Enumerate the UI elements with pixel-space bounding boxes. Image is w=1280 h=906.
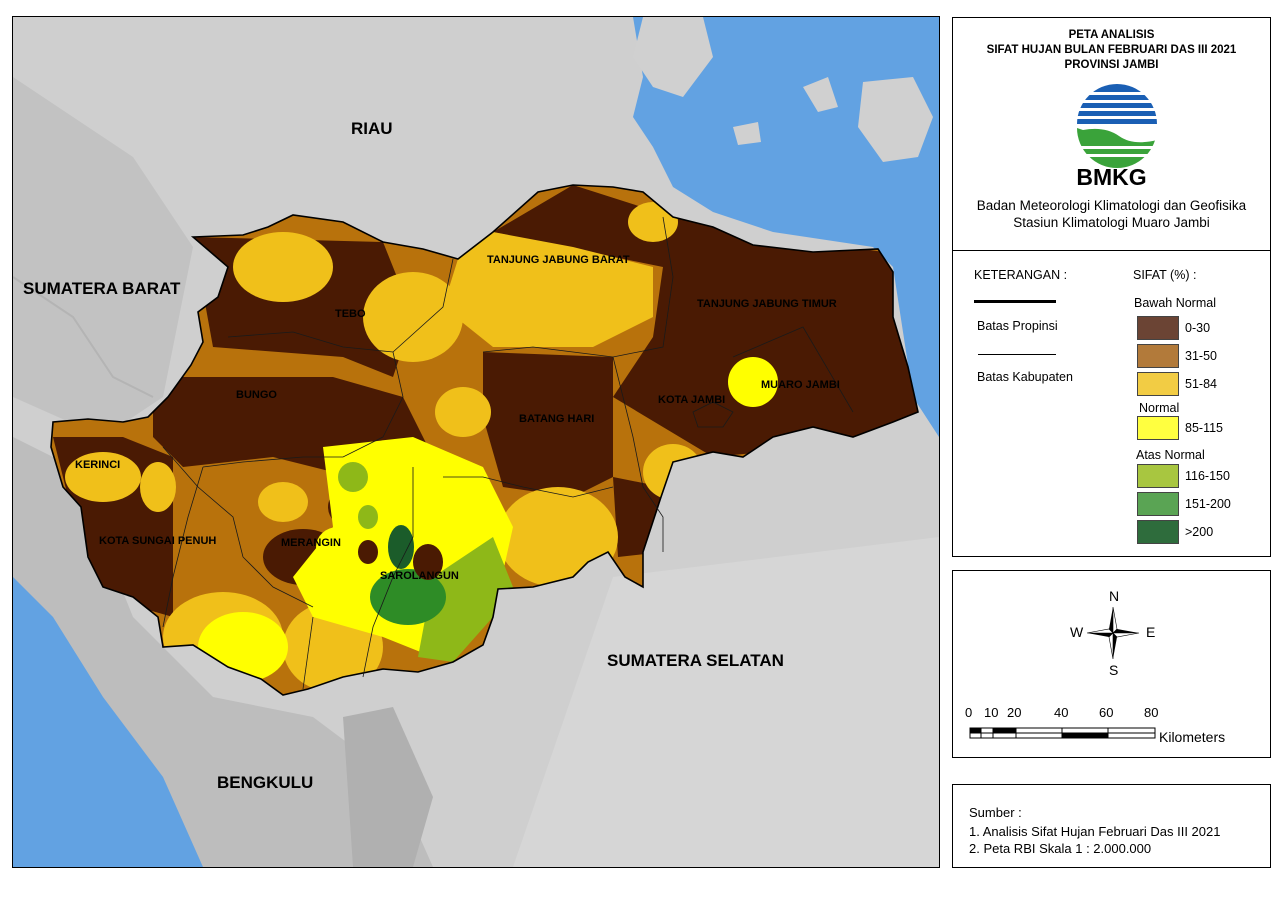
legend-batas-propinsi: Batas Propinsi [977,319,1058,333]
legend-label-116-150: 116-150 [1185,469,1230,483]
province-line-symbol [974,300,1056,303]
region-label-sumatera-barat: SUMATERA BARAT [23,279,181,298]
swatch-151-200 [1137,492,1179,516]
legend-label-gt-200: >200 [1185,525,1214,539]
kabupaten-boundaries [162,216,854,690]
title-divider [953,250,1270,251]
source-line-1: 1. Analisis Sifat Hujan Februari Das III… [969,824,1221,839]
kab-label-muaro-jambi: MUARO JAMBI [761,379,840,391]
legend-label-31-50: 31-50 [1185,349,1217,363]
source-panel: Sumber : 1. Analisis Sifat Hujan Februar… [952,784,1271,868]
kab-label-tebo: TEBO [335,308,366,320]
swatch-31-50 [1137,344,1179,368]
map-title-line3: PROVINSI JAMBI [1064,59,1159,71]
map-title-line2: SIFAT HUJAN BULAN FEBRUARI DAS III 2021 [986,44,1237,56]
kab-label-tanjung-jabung-timur: TANJUNG JABUNG TIMUR [697,298,837,310]
kab-label-tanjung-jabung-barat: TANJUNG JABUNG BARAT [487,254,630,266]
kab-label-kota-sungai-penuh: KOTA SUNGAI PENUH [99,535,217,547]
region-label-riau: RIAU [351,119,393,138]
map-frame: RIAU SUMATERA BARAT SUMATERA SELATAN BEN… [12,16,940,868]
legend-label-151-200: 151-200 [1185,497,1231,511]
swatch-51-84 [1137,372,1179,396]
compass-s: S [1109,662,1119,678]
kab-label-merangin: MERANGIN [281,537,341,549]
kab-label-batang-hari: BATANG HARI [519,413,595,425]
legend-label-0-30: 0-30 [1185,321,1211,335]
legend-label-85-115: 85-115 [1185,421,1223,435]
kab-label-kota-jambi: KOTA JAMBI [658,394,726,406]
legend-group-normal: Normal [1139,401,1180,415]
map-canvas [13,17,939,867]
source-heading: Sumber : [969,805,1022,820]
sifat-heading: SIFAT (%) : [1133,268,1197,282]
agency-name: Badan Meteorologi Klimatologi dan Geofis… [976,198,1247,213]
source-line-2: 2. Peta RBI Skala 1 : 2.000.000 [969,841,1152,856]
scale-tick-60: 60 [1099,705,1114,720]
compass-n: N [1109,588,1120,604]
scale-tick-0: 0 [965,705,973,720]
bmkg-logo-icon [1077,84,1157,168]
swatch-85-115 [1137,416,1179,440]
title-legend-panel: PETA ANALISIS SIFAT HUJAN BULAN FEBRUARI… [952,17,1271,557]
compass-scale-panel: N S E W 0 10 20 40 60 80 Kilometers [952,570,1271,758]
compass-rose-icon [1086,606,1140,660]
bmkg-logo-text: BMKG [1076,164,1147,190]
scale-unit: Kilometers [1159,729,1226,745]
scale-tick-20: 20 [1007,705,1022,720]
scale-tick-40: 40 [1054,705,1069,720]
legend-group-bawah-normal: Bawah Normal [1134,296,1216,310]
compass-w: W [1070,624,1084,640]
swatch-gt-200 [1137,520,1179,544]
scale-tick-10: 10 [984,705,999,720]
legend-label-51-84: 51-84 [1185,377,1217,391]
region-label-bengkulu: BENGKULU [217,773,314,792]
compass-e: E [1146,624,1156,640]
scale-bar [969,727,1156,739]
legend-group-atas-normal: Atas Normal [1136,448,1205,462]
region-label-sumatera-selatan: SUMATERA SELATAN [607,651,784,670]
swatch-0-30 [1137,316,1179,340]
map-title-line1: PETA ANALISIS [1068,29,1155,41]
kabupaten-line-symbol [978,354,1056,355]
kab-label-kerinci: KERINCI [75,459,121,471]
swatch-116-150 [1137,464,1179,488]
scale-tick-80: 80 [1144,705,1159,720]
legend-heading: KETERANGAN : [974,268,1068,282]
station-name: Stasiun Klimatologi Muaro Jambi [1013,215,1210,230]
kab-label-sarolangun: SAROLANGUN [380,570,459,582]
legend-batas-kabupaten: Batas Kabupaten [977,370,1073,384]
kab-label-bungo: BUNGO [236,389,277,401]
